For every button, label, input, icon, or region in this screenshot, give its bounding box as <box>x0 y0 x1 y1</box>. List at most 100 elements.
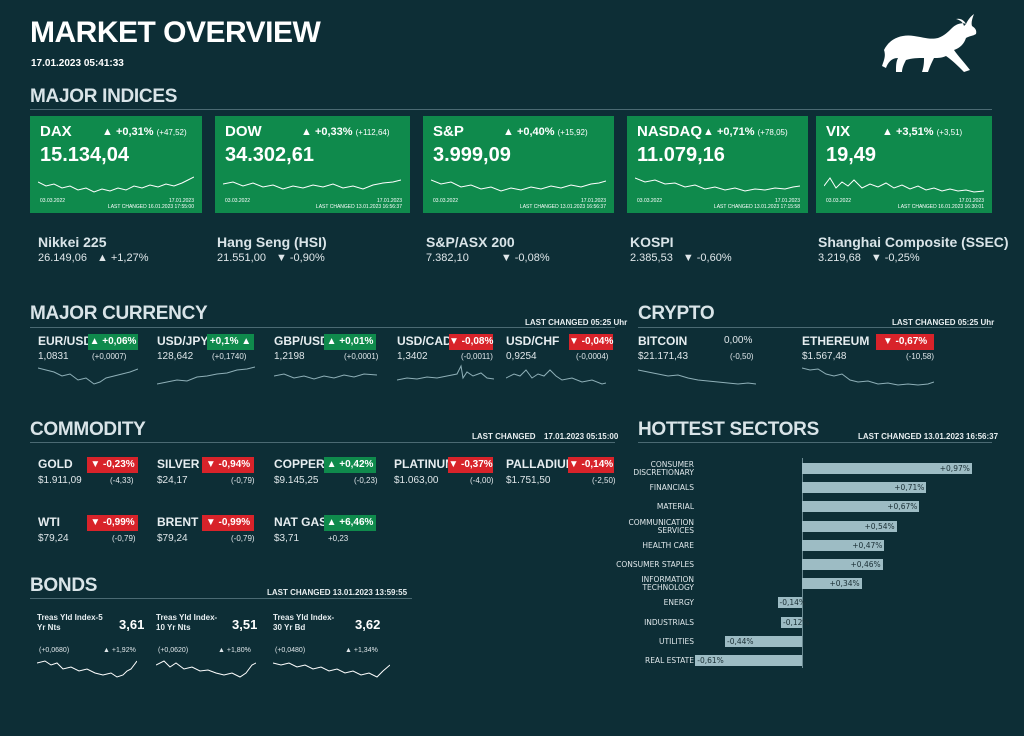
currency-abs-change: (+0,0001) <box>344 352 379 361</box>
index-name: S&P <box>433 123 464 140</box>
commodity-nat-gas[interactable]: NAT GAS ▲ +6,46% $3,71 +0,23 <box>274 515 377 547</box>
currency-value: 0,9254 <box>506 351 537 362</box>
currency-abs-change: (+0,0007) <box>92 352 127 361</box>
sectors-last-changed: LAST CHANGED 13.01.2023 16:56:37 <box>858 432 999 441</box>
commodity-platinum[interactable]: PLATINUM ▼ -0,37% $1.063,00 (-4,00) <box>394 457 494 489</box>
currency-usdjpy[interactable]: USD/JPY +0,1% ▲ 128,642 (+0,1740) <box>157 334 255 394</box>
commodity-wti[interactable]: WTI ▼ -0,99% $79,24 (-0,79) <box>38 515 138 547</box>
commodity-value: $1.063,00 <box>394 475 439 486</box>
commodity-brent[interactable]: BRENT ▼ -0,99% $79,24 (-0,79) <box>157 515 255 547</box>
bond-30yr[interactable]: Treas Yld Index-30 Yr Bd 3,62 (+0,0480) … <box>273 613 390 685</box>
sector-bar[interactable] <box>802 520 897 532</box>
index-sparkline <box>223 179 401 190</box>
index-kospi[interactable]: KOSPI 2.385,53 ▼ -0,60% <box>630 234 742 264</box>
change-badge: ▼ -0,04% <box>569 334 613 350</box>
index-card-sp[interactable]: S&P ▲ +0,40% (+15,92) 3.999,09 03.03.202… <box>423 116 614 213</box>
change-badge: ▲ +6,46% <box>324 515 376 531</box>
currency-sparkline <box>506 369 606 385</box>
index-row: 26.149,06 ▲ +1,27% <box>38 252 149 264</box>
bond-10yr[interactable]: Treas Yld Index-10 Yr Nts 3,51 (+0,0620)… <box>156 613 257 685</box>
index-card-vix[interactable]: VIX ▲ +3,51% (+3,51) 19,49 03.03.2022 17… <box>816 116 992 213</box>
bond-value: 3,61 <box>119 617 145 632</box>
index-shanghai[interactable]: Shanghai Composite (SSEC) 3.219,68 ▼ -0,2… <box>818 234 1009 264</box>
bond-value: 3,62 <box>355 617 381 632</box>
sector-value-label: -0,44% <box>727 636 754 646</box>
currency-last-changed: LAST CHANGED 05:25 Uhr <box>525 318 628 327</box>
bonds-section-title: BONDS <box>30 575 98 596</box>
bond-name: Treas Yld Index-5 Yr Nts <box>37 613 103 632</box>
index-change: ▲ +0,40% (+15,92) <box>503 126 588 138</box>
sector-bar[interactable] <box>725 635 802 647</box>
sector-bar[interactable] <box>695 655 802 666</box>
sector-value-label: +0,47% <box>852 540 883 550</box>
index-value: 34.302,61 <box>225 144 314 166</box>
currency-gbpusd[interactable]: GBP/USD ▲ +0,01% 1,2198 (+0,0001) <box>274 334 379 394</box>
chart-end-date: 17.01.2023 LAST CHANGED 13.01.2023 17:15:… <box>713 198 800 210</box>
indices-divider <box>30 109 992 110</box>
commodity-abs-change: (-0,79) <box>231 534 255 543</box>
bond-sparkline <box>156 660 256 678</box>
bonds-last-changed: LAST CHANGED 13.01.2023 13:59:55 <box>267 588 408 597</box>
bond-sparkline <box>273 662 390 678</box>
change-badge: ▼ -0,99% <box>87 515 138 531</box>
chart-start-date: 03.03.2022 <box>433 198 459 204</box>
chart-end-date: 17.01.2023 LAST CHANGED 16.01.2023 16:30:… <box>897 198 984 210</box>
change-badge: ▼ -0,99% <box>202 515 254 531</box>
index-card-nasdaq[interactable]: NASDAQ ▲ +0,71% (+78,05) 11.079,16 03.03… <box>627 116 808 213</box>
index-value: 11.079,16 <box>637 144 725 166</box>
bond-5yr[interactable]: Treas Yld Index-5 Yr Nts 3,61 (+0,0680) … <box>37 613 144 685</box>
sector-value-label: +0,34% <box>829 579 860 589</box>
sector-value-label: -0,14% <box>779 598 807 608</box>
change-badge: ▼ -0,23% <box>87 457 138 473</box>
crypto-name: ETHEREUM <box>802 334 870 348</box>
sector-bar[interactable] <box>802 482 927 494</box>
commodity-section-title: COMMODITY <box>30 419 146 440</box>
commodity-gold[interactable]: GOLD ▼ -0,23% $1.911,09 (-4,33) <box>38 457 138 489</box>
commodity-silver[interactable]: SILVER ▼ -0,94% $24,17 (-0,79) <box>157 457 255 489</box>
sector-label: FINANCIALS <box>649 483 694 493</box>
commodity-name: PALLADIUM <box>506 457 576 471</box>
page-title: MARKET OVERVIEW <box>30 16 321 49</box>
crypto-bitcoin[interactable]: BITCOIN 0,00% $21.171,43 (-0,50) <box>638 334 756 394</box>
index-sparkline <box>824 177 984 193</box>
commodity-copper[interactable]: COPPER ▲ +0,42% $9.145,25 (-0,23) <box>274 457 378 489</box>
sector-bar[interactable] <box>781 616 802 628</box>
commodity-last-changed-label: LAST CHANGED <box>472 432 536 441</box>
currency-divider <box>30 327 615 328</box>
commodity-value: $79,24 <box>157 533 188 544</box>
currency-usdchf[interactable]: USD/CHF ▼ -0,04% 0,9254 (-0,0004) <box>506 334 614 394</box>
sectors-section-title: HOTTEST SECTORS <box>638 419 819 440</box>
sector-bar[interactable] <box>802 463 972 474</box>
crypto-ethereum[interactable]: ETHEREUM ▼ -0,67% $1.567,48 (-10,58) <box>802 334 934 394</box>
currency-section-title: MAJOR CURRENCY <box>30 303 208 324</box>
chart-start-date: 03.03.2022 <box>637 198 663 204</box>
indices-section-title: MAJOR INDICES <box>30 86 178 107</box>
sector-value-label: +0,71% <box>894 483 925 493</box>
commodity-abs-change: (-4,33) <box>110 476 134 485</box>
index-card-dax[interactable]: DAX ▲ +0,31% (+47,52) 15.134,04 03.03.20… <box>30 116 202 213</box>
index-card-dow[interactable]: DOW ▲ +0,33% (+112,64) 34.302,61 03.03.2… <box>215 116 410 213</box>
crypto-divider <box>638 327 992 328</box>
index-name: Shanghai Composite (SSEC) <box>818 234 1009 250</box>
index-sparkline <box>38 176 194 193</box>
currency-eurusd[interactable]: EUR/USD ▲ +0,06% 1,0831 (+0,0007) <box>38 334 138 394</box>
commodity-palladium[interactable]: PALLADIUM ▼ -0,14% $1.751,50 (-2,50) <box>506 457 616 489</box>
index-hang-seng[interactable]: Hang Seng (HSI) 21.551,00 ▼ -0,90% <box>217 234 335 264</box>
sector-bar[interactable] <box>802 578 862 590</box>
commodity-value: $9.145,25 <box>274 475 319 486</box>
index-nikkei[interactable]: Nikkei 225 26.149,06 ▲ +1,27% <box>38 234 159 264</box>
currency-usdcad[interactable]: USD/CAD ▼ -0,08% 1,3402 (-0,0011) <box>397 334 494 394</box>
index-change: ▲ +0,71% (+78,05) <box>703 126 788 138</box>
sector-bar[interactable] <box>802 559 883 570</box>
sector-value-label: +0,67% <box>887 502 918 512</box>
sector-bar[interactable] <box>802 501 920 513</box>
sector-bar[interactable] <box>802 539 885 551</box>
sector-label: COMMUNICATION SERVICES <box>628 517 695 535</box>
sector-bar[interactable] <box>777 597 802 609</box>
bond-change: ▲ +1,34% <box>345 647 378 654</box>
bond-change: ▲ +1,92% <box>103 647 136 654</box>
currency-abs-change: (-0,0004) <box>576 352 609 361</box>
currency-sparkline <box>397 364 494 381</box>
index-asx[interactable]: S&P/ASX 200 7.382,10 ▼ -0,08% <box>426 234 560 264</box>
sector-label: ENERGY <box>663 598 694 608</box>
